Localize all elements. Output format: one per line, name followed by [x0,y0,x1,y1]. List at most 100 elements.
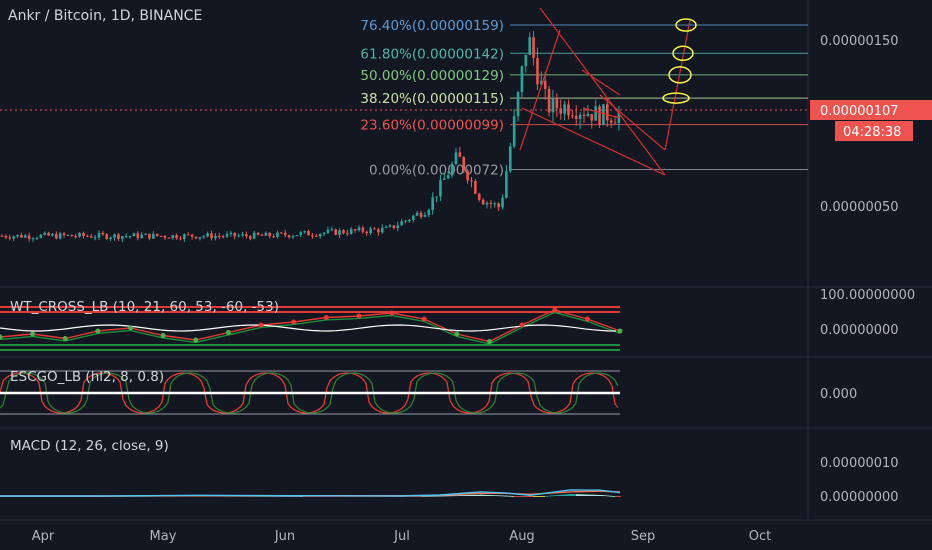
candle-body [58,233,62,239]
wt-cross-dot [519,322,525,328]
candle-body [454,152,458,165]
trend-drawing-line [582,107,621,119]
candle-body [443,178,446,180]
wt-cross-title[interactable]: WT_CROSS_LB (10, 21, 60, 53, -60, -53) [10,299,279,315]
wt-axis-tick: 0.00000000 [820,323,899,338]
time-axis-label: Oct [749,529,771,544]
candle-body [353,229,357,231]
candle-body [431,197,434,211]
candle-body [586,113,590,117]
candle-body [501,197,504,208]
wt-cross-dot [258,322,264,328]
symbol-title[interactable]: Ankr / Bitcoin, 1D, BINANCE [8,8,203,24]
candle-body [74,236,78,238]
candle-body [12,236,15,239]
macd-histogram-bar [489,495,492,496]
candle-body [338,230,341,235]
wt-cross-dot [486,339,492,344]
trend-drawing-line [599,94,666,151]
candle-body [307,231,310,236]
candle-body [132,233,136,237]
time-axis-label: Sep [631,529,656,544]
candle-body [264,232,268,236]
candle-body [276,232,279,238]
candle-body [202,236,206,238]
macd-histogram-bar [579,494,582,496]
candle-body [16,234,19,237]
macd-histogram-bar [591,494,594,496]
macd-histogram-bar [433,495,436,497]
wt-line-2 [0,311,621,345]
candle-body [113,234,116,238]
candle-body [318,233,322,237]
candle-body [245,234,248,237]
candle-body [66,234,70,236]
candle-body [388,225,392,227]
fib-level-label: 38.20%(0.00000115) [360,91,504,107]
candle-body [252,232,256,239]
macd-histogram-bar [551,495,554,497]
target-ellipse [662,92,690,104]
candle-body [408,219,411,221]
candle-body [280,232,283,234]
candle-body [225,234,229,237]
candle-body [194,236,198,239]
wt-cross-dot [389,310,395,316]
candle-body [256,232,260,235]
candle-body [330,229,334,231]
macd-histogram-bar [430,495,433,497]
candle-body [598,106,601,125]
candle-body [183,234,186,240]
candle-body [540,80,543,85]
wt-cross-dot [356,313,362,319]
candle-body [140,234,143,239]
macd-histogram-bar [554,495,557,496]
candle-body [334,229,337,235]
fib-level-label: 61.80%(0.00000142) [360,46,504,62]
candle-body [117,234,120,240]
candle-body [210,233,213,239]
countdown-box [835,121,913,141]
macd-axis-tick: 0.00000010 [820,456,899,471]
candle-body [101,232,105,235]
macd-histogram-bar [458,495,461,497]
candle-body [167,237,171,239]
macd-histogram-bar [570,493,573,496]
candle-body [229,232,233,235]
candle-body [543,80,547,90]
macd-histogram-bar [618,496,621,497]
candle-body [233,232,237,237]
candle-body [563,104,566,114]
macd-histogram-bar [483,494,486,496]
candle-body [574,115,578,119]
candle-body [105,234,109,239]
candle-body [567,104,570,116]
macd-histogram-bar [440,495,443,497]
candle-body [435,196,438,198]
candle-body [349,229,353,234]
macd-histogram-bar [597,494,600,496]
candles-group [0,31,621,243]
macd-histogram-bar [533,496,536,497]
candle-body [466,170,469,181]
price-axis-tick: 0.00000050 [820,200,899,215]
macd-histogram-bar [600,494,603,496]
candle-body [0,235,4,237]
macd-histogram-bar [526,496,529,497]
candle-body [396,225,400,229]
candle-body [477,193,481,200]
candle-body [377,229,380,233]
wt-cross-dot [323,315,329,320]
macd-histogram-bar [455,495,458,497]
candle-body [221,236,225,238]
macd-histogram-bar [523,496,526,497]
candle-body [186,234,190,236]
macd-title[interactable]: MACD (12, 26, close, 9) [10,438,169,454]
candle-body [47,232,50,236]
macd-histogram-bar [615,496,618,497]
candle-body [415,212,419,216]
escgo-title[interactable]: ESCGO_LB (hl2, 8, 0.8) [10,369,165,385]
candle-body [361,227,365,232]
candle-body [311,235,314,237]
